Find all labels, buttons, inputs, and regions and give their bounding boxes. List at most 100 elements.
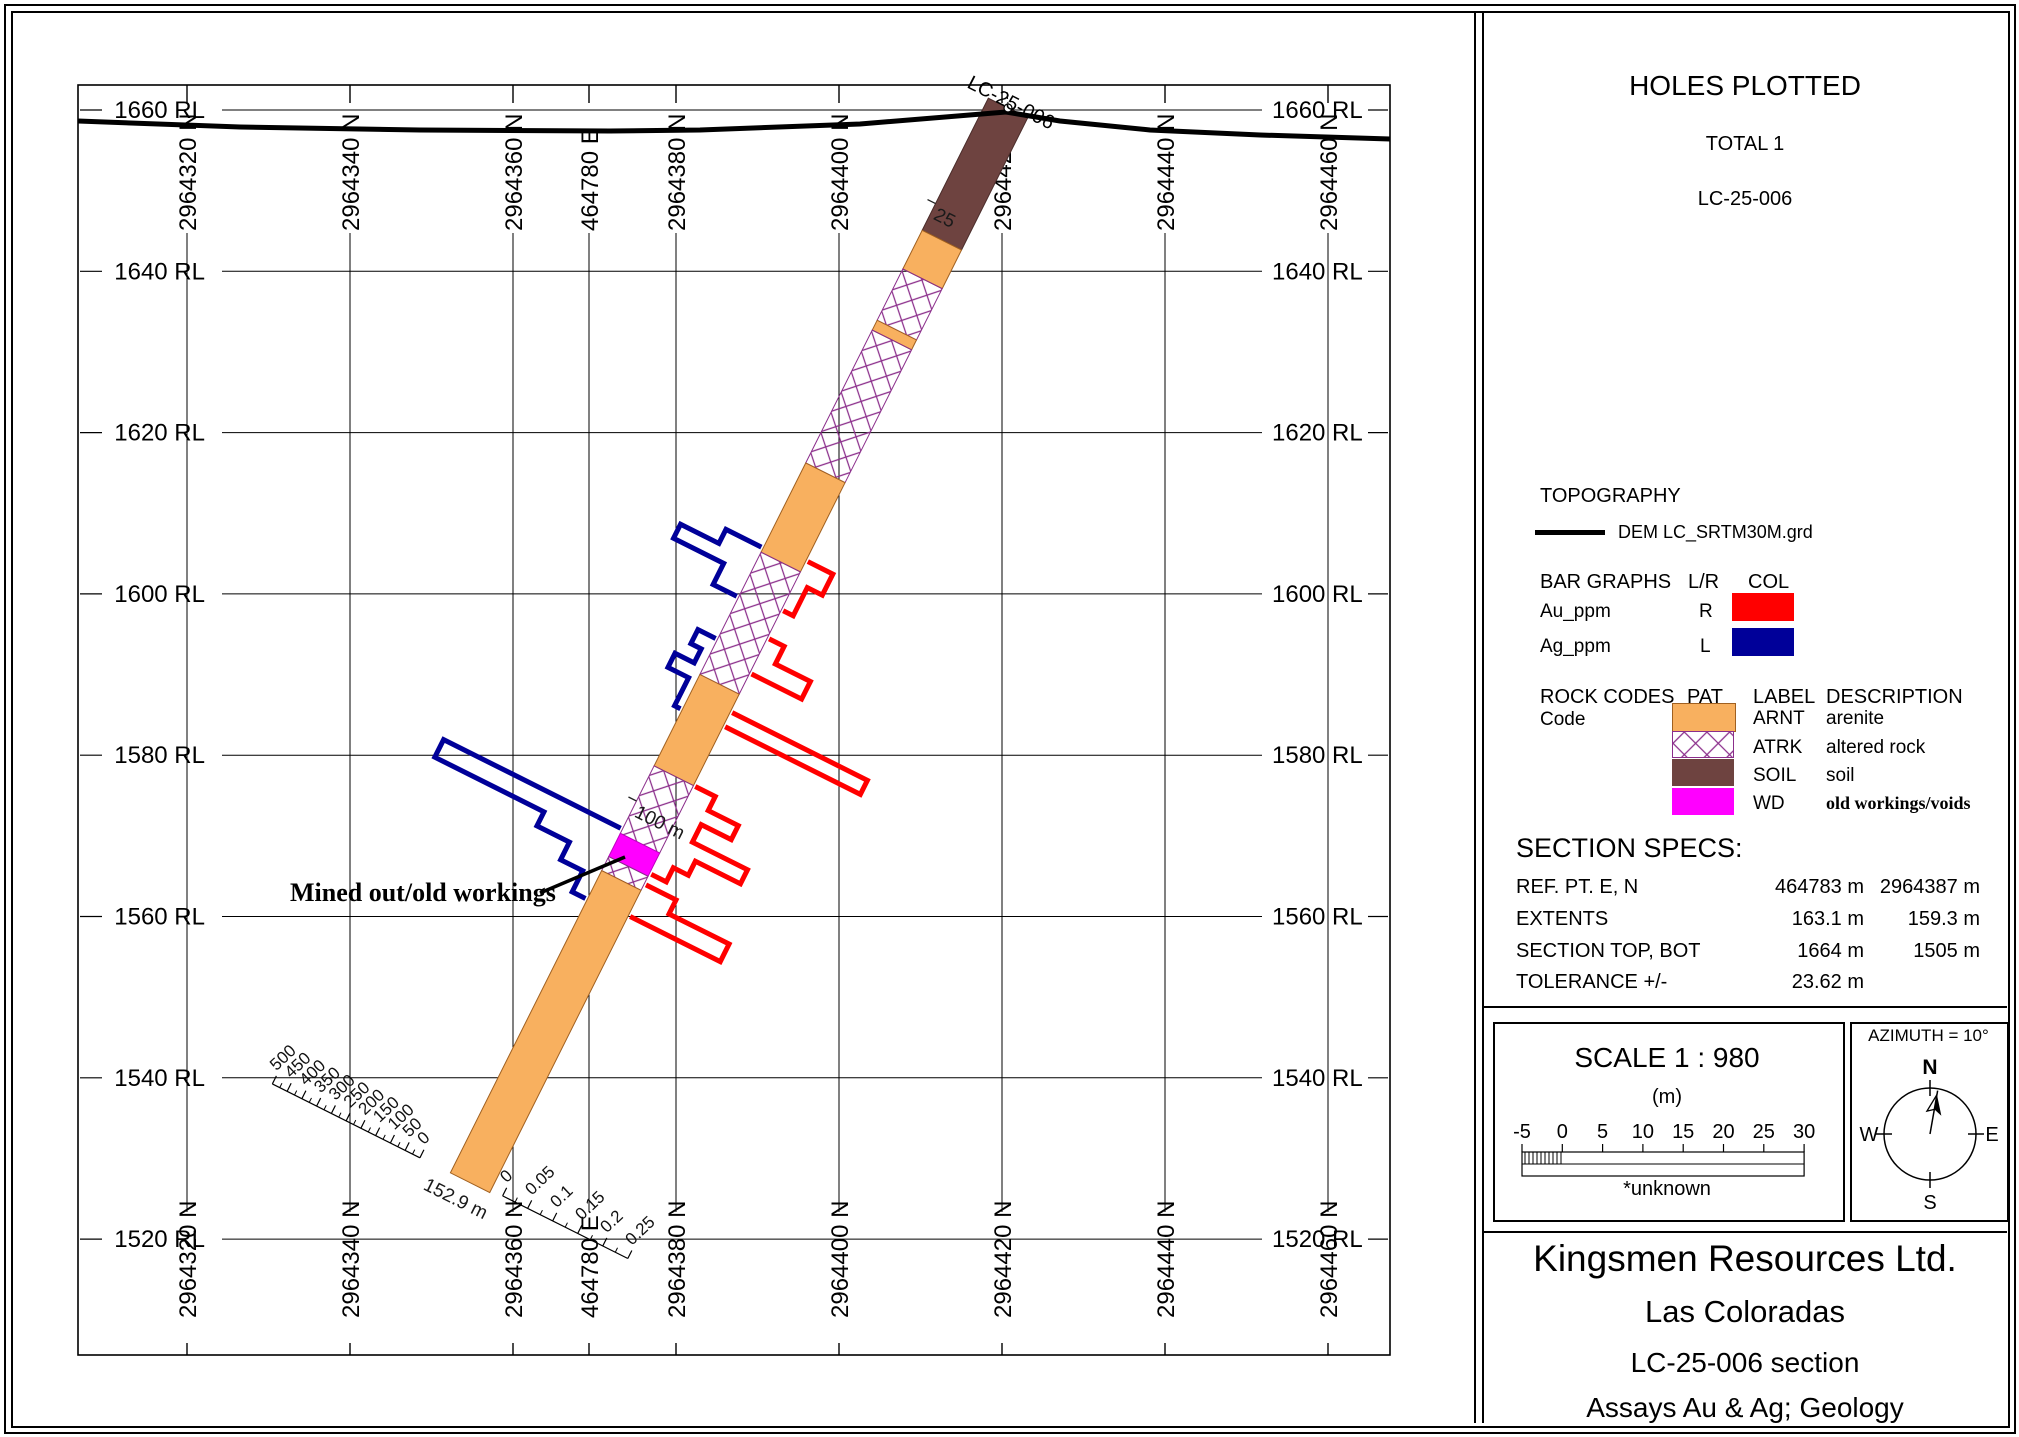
- compass-e: E: [1985, 1124, 1998, 1146]
- au-bar-cluster: [782, 559, 837, 620]
- spec-topbot-label: SECTION TOP, BOT: [1516, 940, 1701, 962]
- ag-ruler-minortick: [338, 1112, 342, 1118]
- scale-box: [1493, 1022, 1845, 1222]
- au-ruler-tick: [502, 1187, 508, 1197]
- soil-swatch: [1672, 759, 1734, 786]
- au-ruler-tick: [627, 1250, 633, 1259]
- section-name: LC-25-006 section: [1630, 1347, 1860, 1378]
- azimuth-box: [1850, 1022, 2009, 1222]
- soil-label: SOIL: [1753, 765, 1797, 786]
- ag-ruler-minortick: [382, 1134, 386, 1140]
- interval-arnt: [760, 462, 846, 573]
- northing-label-bottom: 464780 E: [577, 1215, 604, 1318]
- au-color-swatch: [1732, 593, 1794, 621]
- scale-ruler-part: 10: [1632, 1121, 1654, 1143]
- northing-label-bottom: 2964380 N: [664, 1201, 691, 1318]
- rl-label-left: 1580 RL: [114, 742, 205, 769]
- wd-label: WD: [1753, 793, 1785, 814]
- scale-ruler-part: 30: [1793, 1121, 1815, 1143]
- atrk-label: ATRK: [1753, 737, 1803, 758]
- spec-topbot-top: 1664 m: [1797, 940, 1864, 962]
- plot-subtitle: Assays Au & Ag; Geology: [1586, 1392, 1904, 1423]
- rock-codes-col-label: LABEL: [1753, 686, 1816, 708]
- ag-ruler-minortick: [323, 1105, 327, 1111]
- au-ppm-lr: R: [1699, 601, 1713, 622]
- scale-ruler-part: 25: [1753, 1121, 1775, 1143]
- rock-codes-sub: Code: [1540, 709, 1586, 730]
- arnt-label: ARNT: [1753, 708, 1805, 729]
- specs-bottom-rule: [1483, 1006, 2007, 1008]
- bar-graphs-col-lr: L/R: [1688, 571, 1720, 593]
- rl-label-right: 1520 RL: [1272, 1226, 1363, 1253]
- ag-ruler-minortick: [308, 1097, 312, 1103]
- panel-separator-line-1: [1474, 13, 1476, 1423]
- au-bar-cluster: [629, 882, 733, 965]
- rl-label-left: 1600 RL: [114, 581, 205, 608]
- interval-atrk: [805, 329, 913, 484]
- scale-ruler-part: 5: [1597, 1121, 1608, 1143]
- spec-extents-label: EXTENTS: [1516, 908, 1609, 930]
- azimuth-title: AZIMUTH = 10°: [1868, 1026, 1989, 1045]
- arnt-desc: arenite: [1826, 708, 1885, 729]
- spec-extents-e: 163.1 m: [1791, 908, 1864, 930]
- topography-line: [77, 109, 1391, 142]
- ag-bar-cluster: [664, 626, 717, 711]
- ag-ruler-tick: [316, 1097, 322, 1107]
- northing-label-bottom: 2964340 N: [338, 1201, 365, 1318]
- ag-color-swatch: [1732, 628, 1794, 656]
- rl-label-left: 1540 RL: [114, 1065, 205, 1092]
- northing-label-bottom: 2964400 N: [827, 1201, 854, 1318]
- ag-ppm-label: Ag_ppm: [1540, 636, 1611, 657]
- rl-label-right: 1640 RL: [1272, 258, 1363, 285]
- bar-graphs-col-col: COL: [1748, 571, 1790, 593]
- annotation-text: Mined out/old workings: [290, 878, 556, 907]
- plot-frame: [77, 84, 1391, 1356]
- ag-ruler-tick: [375, 1127, 381, 1136]
- ag-ruler-minortick: [412, 1149, 416, 1155]
- rl-label-left: 1660 RL: [114, 97, 205, 124]
- ag-ruler-tick: [330, 1105, 336, 1114]
- collar-leader: [1006, 91, 1009, 105]
- scale-unit: (m): [1652, 1086, 1682, 1108]
- rl-label-left: 1640 RL: [114, 258, 205, 285]
- ag-ruler-tick: [404, 1142, 410, 1151]
- northing-label-top: 2964400 N: [827, 114, 854, 231]
- spec-topbot-bot: 1505 m: [1913, 940, 1980, 962]
- rl-label-right: 1560 RL: [1272, 904, 1363, 931]
- rl-label-right: 1540 RL: [1272, 1065, 1363, 1092]
- ag-ruler-tick: [345, 1112, 351, 1122]
- topo-line-swatch: [1535, 530, 1605, 535]
- au-ruler-label: 0.25: [622, 1212, 659, 1249]
- scale-note: *unknown: [1623, 1178, 1711, 1200]
- au-ruler-label: 0.1: [546, 1181, 576, 1211]
- holes-plotted-hole: LC-25-006: [1697, 188, 1793, 210]
- arnt-swatch: [1672, 703, 1736, 732]
- project-name: Las Coloradas: [1645, 1294, 1845, 1329]
- spec-extents-n: 159.3 m: [1907, 908, 1980, 930]
- northing-label-top: 2964380 N: [664, 114, 691, 231]
- northing-label-bottom: 2964320 N: [175, 1201, 202, 1318]
- rl-label-left: 1620 RL: [114, 420, 205, 447]
- scale-ruler-part: 15: [1672, 1121, 1694, 1143]
- au-ruler-minortick: [564, 1222, 568, 1228]
- spec-refpt-label: REF. PT. E, N: [1516, 876, 1639, 898]
- annotation-leader: [539, 855, 626, 895]
- au-ruler-tick: [602, 1237, 608, 1247]
- collar-marker: [1003, 103, 1013, 113]
- spec-refpt-e: 464783 m: [1775, 876, 1864, 898]
- ag-bar-cluster: [670, 520, 763, 599]
- panel-separator-line-2: [1482, 13, 1484, 1423]
- rl-label-left: 1520 RL: [114, 1226, 205, 1253]
- au-ruler-minortick: [514, 1197, 518, 1203]
- ag-ruler-tick: [360, 1119, 366, 1129]
- company-name: Kingsmen Resources Ltd.: [1533, 1238, 1957, 1279]
- spec-tolerance-label: TOLERANCE +/-: [1516, 971, 1668, 993]
- bar-graphs-heading: BAR GRAPHS: [1540, 571, 1672, 593]
- depth-tick: [628, 796, 637, 802]
- ag-ruler-minortick: [367, 1127, 371, 1133]
- au-ruler-tick: [577, 1225, 583, 1234]
- northing-label-top: 2964360 N: [501, 114, 528, 231]
